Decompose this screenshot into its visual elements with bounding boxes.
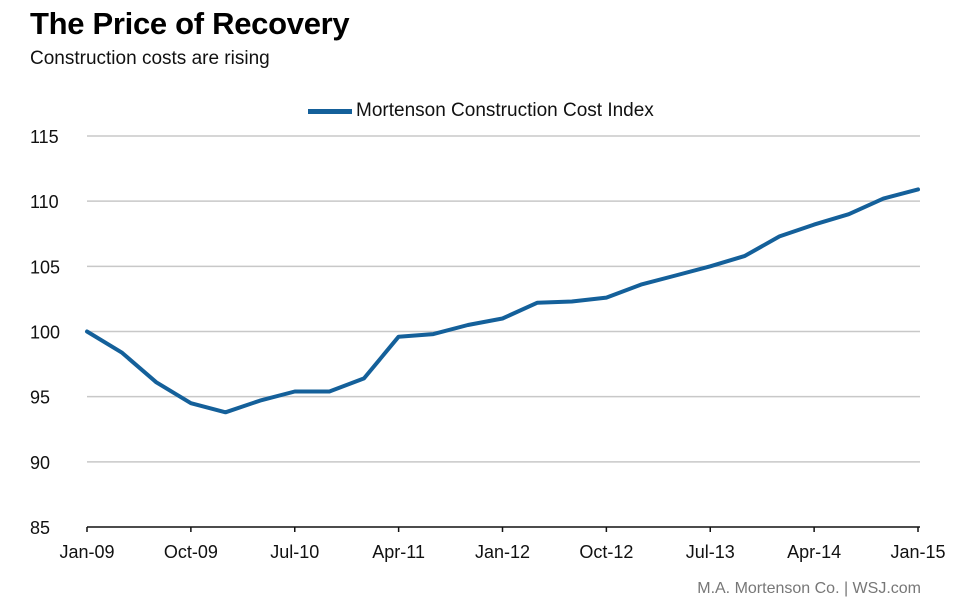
legend-swatch xyxy=(308,108,352,114)
x-tick-label: Apr-14 xyxy=(787,542,841,562)
y-tick-labels: 85 90 95 100 105 110 115 xyxy=(30,127,60,538)
x-tick-labels: Jan-09 Oct-09 Jul-10 Apr-11 Jan-12 Oct-12 Jul-… xyxy=(59,542,945,562)
legend-label: Mortenson Construction Cost Index xyxy=(356,100,654,121)
series-lines xyxy=(85,187,920,415)
x-tick-label: Jan-15 xyxy=(890,542,945,562)
y-tick-label: 95 xyxy=(30,388,50,408)
y-tick-label: 115 xyxy=(30,127,59,147)
y-tick-label: 85 xyxy=(30,518,50,538)
x-tick-label: Apr-11 xyxy=(372,542,425,562)
chart-subtitle: Construction costs are rising xyxy=(30,48,270,69)
y-tick-label: 100 xyxy=(30,323,60,343)
source-credit: M.A. Mortenson Co. | WSJ.com xyxy=(697,580,921,597)
chart-legend: Mortenson Construction Cost Index xyxy=(308,100,654,122)
x-tick-label: Jul-10 xyxy=(270,542,319,562)
x-tick-label: Jan-12 xyxy=(475,542,530,562)
x-tick-label: Jul-13 xyxy=(686,542,735,562)
x-tick-label: Oct-09 xyxy=(164,542,218,562)
gridlines xyxy=(87,135,920,463)
x-axis xyxy=(86,526,920,532)
series-line xyxy=(85,187,920,415)
y-tick-label: 105 xyxy=(30,257,60,277)
y-tick-label: 110 xyxy=(30,192,59,212)
chart-title: The Price of Recovery xyxy=(30,6,350,41)
y-tick-label: 90 xyxy=(30,453,50,473)
x-tick-label: Oct-12 xyxy=(579,542,633,562)
x-tick-label: Jan-09 xyxy=(59,542,114,562)
